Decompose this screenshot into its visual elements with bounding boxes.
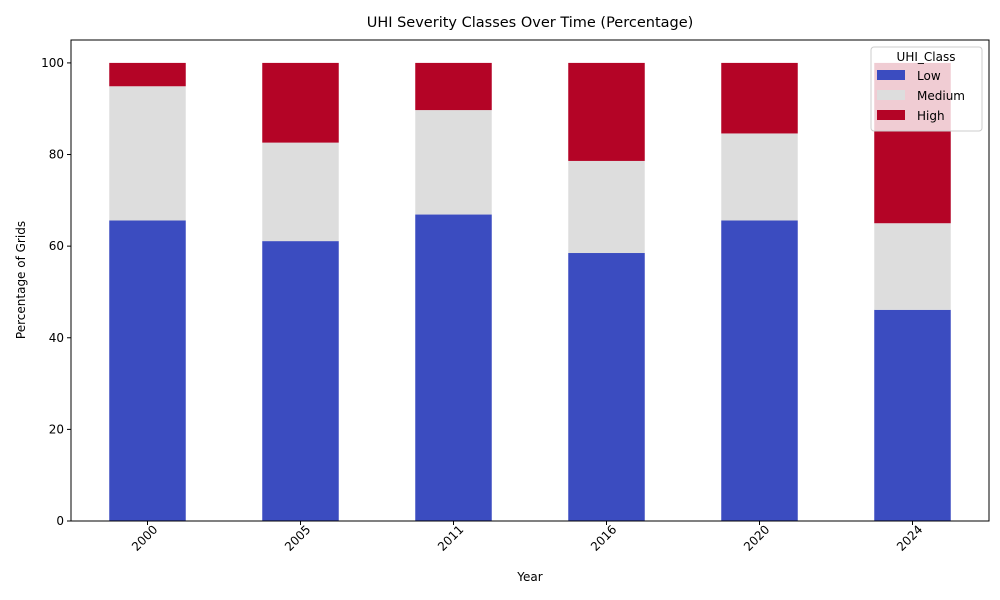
x-tick-label: 2024	[894, 522, 925, 553]
plot-frame	[70, 39, 990, 522]
x-tick-label: 2000	[129, 522, 160, 553]
y-axis: 0 20 40 60 80 100	[41, 56, 71, 528]
bar-low-2020	[721, 220, 798, 522]
chart-title: UHI Severity Classes Over Time (Percenta…	[367, 15, 694, 31]
x-tick-label: 2020	[741, 522, 772, 553]
y-tick-label: 40	[49, 331, 64, 345]
y-tick-label: 20	[49, 422, 64, 436]
bar-low-2016	[568, 253, 645, 521]
y-tick-label: 0	[56, 514, 64, 528]
y-tick-label: 60	[49, 239, 64, 253]
legend-label-low: Low	[917, 69, 941, 83]
bar-low-2000	[109, 220, 186, 522]
bar-high-2005	[262, 62, 339, 143]
legend-title: UHI_Class	[897, 50, 956, 64]
legend-label-high: High	[917, 109, 945, 123]
bar-medium-2016	[568, 160, 645, 254]
bar-high-2020	[721, 62, 798, 134]
bar-high-2000	[109, 62, 186, 87]
bar-low-2005	[262, 241, 339, 521]
legend-swatch-high	[877, 110, 905, 120]
y-axis-label: Percentage of Grids	[14, 221, 28, 339]
bar-medium-2020	[721, 133, 798, 221]
legend: UHI_Class Low Medium High	[870, 46, 983, 132]
bar-low-2024	[874, 309, 951, 521]
x-tick-label: 2016	[588, 522, 619, 553]
bar-medium-2005	[262, 142, 339, 242]
bar-medium-2024	[874, 223, 951, 310]
y-tick-label: 80	[49, 148, 64, 162]
legend-swatch-low	[877, 70, 905, 80]
x-tick-label: 2005	[282, 522, 313, 553]
bar-high-2016	[568, 62, 645, 161]
legend-label-medium: Medium	[917, 89, 965, 103]
x-tick-label: 2011	[435, 522, 466, 553]
x-axis-label: Year	[516, 570, 542, 584]
y-tick-label: 100	[41, 56, 64, 70]
legend-swatch-medium	[877, 90, 905, 100]
bars-group	[109, 62, 951, 522]
bar-high-2011	[415, 62, 492, 111]
bar-medium-2000	[109, 86, 186, 221]
bar-medium-2011	[415, 110, 492, 215]
x-axis: 2000 2005 2011 2016 2020 2024	[129, 521, 925, 554]
bar-low-2011	[415, 214, 492, 521]
